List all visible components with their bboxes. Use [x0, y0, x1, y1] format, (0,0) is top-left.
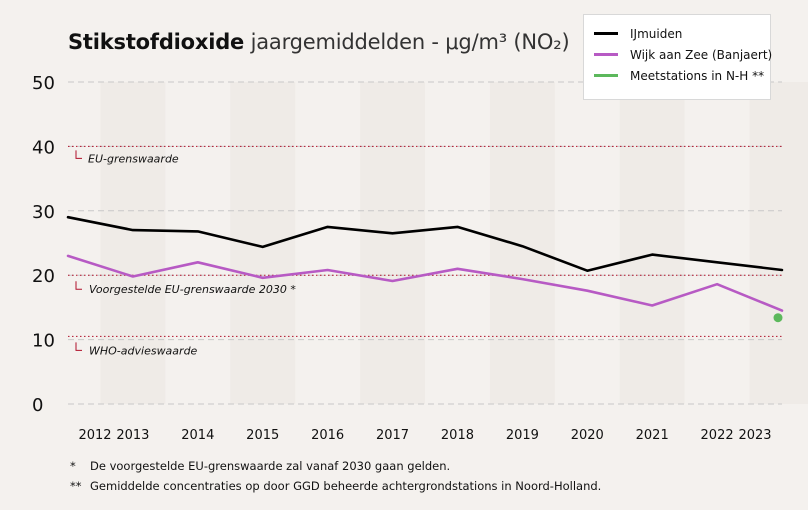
footnote-1-text: De voorgestelde EU-grenswaarde zal vanaf… [90, 459, 451, 473]
y-tick-label-30: 30 [32, 202, 55, 223]
y-tick-label-50: 50 [32, 73, 55, 94]
footnotes: * De voorgestelde EU-grenswaarde zal van… [70, 456, 601, 496]
x-tick-label-2016: 2016 [311, 428, 344, 443]
legend-item-ijmuiden: IJmuiden [594, 23, 770, 44]
legend-item-wijk-aan-zee: Wijk aan Zee (Banjaert) [594, 44, 773, 65]
column-band [749, 82, 808, 404]
x-tick-label-2022: 2022 [701, 428, 734, 443]
reference-marker-0 [75, 150, 82, 159]
y-tick-label-20: 20 [32, 266, 55, 287]
y-tick-label-40: 40 [32, 137, 55, 158]
legend-swatch-ijmuiden [594, 32, 618, 35]
reference-label-2: WHO-advieswaarde [89, 344, 198, 357]
legend-swatch-meetstations [594, 74, 618, 77]
reference-marker-1 [75, 281, 82, 290]
column-band [619, 82, 685, 404]
y-tick-label-10: 10 [32, 331, 55, 352]
column-band [100, 82, 166, 404]
legend-label-wijk-aan-zee: Wijk aan Zee (Banjaert) [630, 47, 773, 62]
legend-item-meetstations: Meetstations in N-H ** [594, 65, 770, 86]
x-tick-label-2014: 2014 [181, 428, 214, 443]
chart-title-bold: Stikstofdioxide [68, 30, 245, 54]
x-tick-label-2019: 2019 [506, 428, 539, 443]
x-tick-label-2012: 2012 [78, 428, 111, 443]
x-tick-label-2020: 2020 [571, 428, 604, 443]
x-tick-label-2015: 2015 [246, 428, 279, 443]
reference-label-1: Voorgestelde EU-grenswaarde 2030 * [89, 283, 296, 296]
legend: IJmuiden Wijk aan Zee (Banjaert) Meetsta… [583, 14, 773, 100]
column-band [489, 82, 555, 404]
column-band [360, 82, 425, 404]
x-tick-label-2018: 2018 [441, 428, 474, 443]
footnote-1-mark: * [70, 459, 76, 473]
x-tick-label-2023: 2023 [738, 428, 771, 443]
footnote-1: * De voorgestelde EU-grenswaarde zal van… [70, 456, 601, 476]
x-tick-label-2021: 2021 [636, 428, 669, 443]
chart-title-unit: jaargemiddelden - μg/m³ (NO₂) [250, 30, 570, 54]
x-tick-label-2017: 2017 [376, 428, 409, 443]
data-point-meetstations-2023 [773, 313, 783, 323]
chart-title: Stikstofdioxide jaargemiddelden - μg/m³ … [68, 30, 570, 54]
series-line-ijmuiden [66, 215, 784, 272]
reference-marker-2 [75, 342, 82, 351]
legend-swatch-wijk-aan-zee [594, 53, 618, 56]
reference-label-0: EU-grenswaarde [88, 152, 179, 165]
y-tick-label-0: 0 [32, 395, 43, 416]
x-tick-label-2013: 2013 [116, 428, 149, 443]
series-line-wijk-aan-zee [66, 254, 784, 312]
footnote-2: ** Gemiddelde concentraties op door GGD … [70, 476, 601, 496]
column-band [230, 82, 296, 404]
footnote-2-mark: ** [70, 479, 82, 493]
footnote-2-text: Gemiddelde concentraties op door GGD beh… [90, 479, 602, 493]
legend-label-meetstations: Meetstations in N-H ** [630, 68, 765, 83]
legend-label-ijmuiden: IJmuiden [630, 26, 683, 41]
